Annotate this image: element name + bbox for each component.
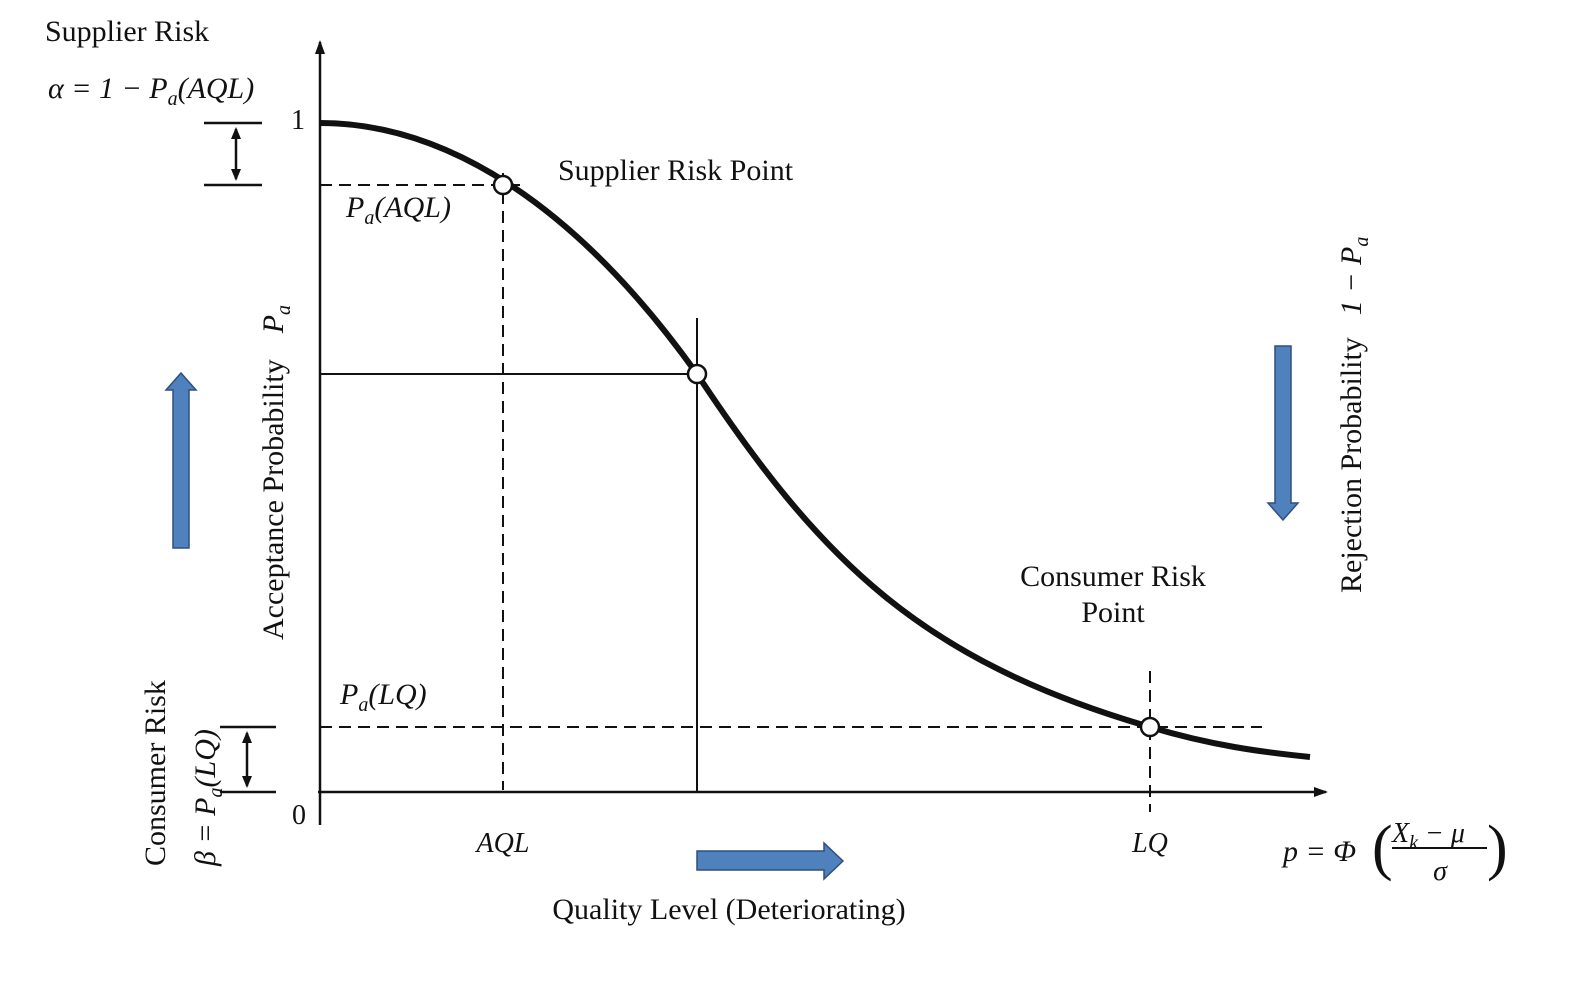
- supplier-risk-point-marker: [492, 174, 514, 196]
- left-paren: (: [1372, 814, 1393, 882]
- midpoint-marker: [686, 363, 708, 385]
- x-tick-aql: AQL: [475, 828, 530, 859]
- oc-curve: [319, 120, 1311, 760]
- x-tick-lq: LQ: [1131, 828, 1168, 859]
- y-axis-label: Acceptance ProbabilityPa: [257, 305, 295, 640]
- svg-text:Xk − μ: Xk − μ: [1391, 818, 1465, 854]
- arrow-up-icon: [164, 371, 198, 549]
- arrow-right-icon: [696, 841, 845, 881]
- rejection-probability-label: Rejection Probability1 − Pa: [1335, 237, 1373, 593]
- consumer-risk-title: Consumer Risk: [139, 680, 172, 866]
- x-axis-label: Quality Level (Deteriorating): [552, 893, 905, 926]
- supplier-risk-point-label: Supplier Risk Point: [558, 154, 794, 187]
- right-paren: ): [1487, 814, 1508, 882]
- pa-aql-label: Pa(AQL): [345, 191, 451, 229]
- supplier-risk-title: Supplier Risk: [45, 15, 209, 48]
- consumer-risk-point-label-line1: Consumer Risk: [1020, 560, 1206, 593]
- svg-text:p = Φ: p = Φ: [1281, 835, 1356, 868]
- y-tick-one: 1: [291, 105, 305, 136]
- supplier-risk-formula: α = 1 − Pa(AQL): [48, 72, 254, 110]
- x-axis-formula: p = Φ ( Xk − μ σ ): [1281, 814, 1508, 887]
- consumer-risk-point-label-line2: Point: [1081, 596, 1145, 629]
- consumer-risk-formula: β = Pa(LQ): [189, 729, 227, 867]
- pa-lq-label: Pa(LQ): [339, 678, 427, 716]
- y-tick-zero: 0: [292, 800, 306, 831]
- svg-text:σ: σ: [1433, 856, 1448, 887]
- arrow-down-icon: [1266, 345, 1300, 522]
- consumer-risk-point-marker: [1139, 716, 1161, 738]
